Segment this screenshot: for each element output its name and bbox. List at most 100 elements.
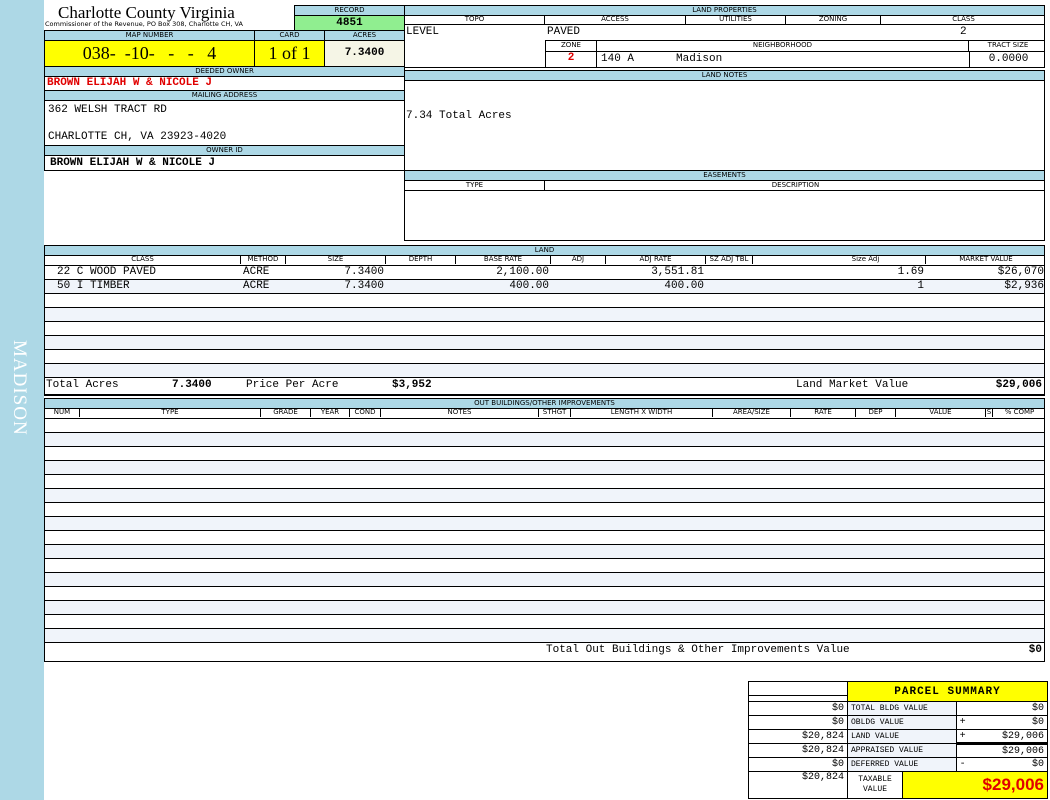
outbuildings-table: NUM TYPE GRADE YEAR COND NOTES STHGT LENGTH X W… (44, 408, 1045, 662)
land-table: CLASS METHOD SIZE DEPTH BASE RATE ADJ ADJ RATE… (44, 255, 1045, 396)
outbuilding-col-header: RATE (791, 408, 856, 417)
land-cell: $26,070 (997, 266, 1044, 278)
land-col-header: SZ ADJ TBL (706, 255, 753, 264)
taxable-label: TAXABLE VALUE (847, 771, 903, 799)
summary-label: TOTAL BLDG VALUE (847, 701, 957, 716)
land-col-header: CLASS (45, 255, 241, 264)
price-per-acre-label: Price Per Acre (246, 379, 339, 391)
neighborhood-label: NEIGHBORHOOD (597, 41, 969, 52)
outbuilding-row (45, 517, 1044, 531)
land-row (45, 364, 1044, 378)
land-cell: 1 (917, 280, 924, 292)
summary-label: OBLDG VALUE (847, 715, 957, 730)
land-title: LAND (44, 245, 1045, 256)
neighborhood-code: 140 A (601, 53, 635, 65)
land-col-header: ADJ (551, 255, 606, 264)
office-address: Commissioner of the Revenue, PO Box 308,… (45, 20, 243, 28)
sidebar: MADISON (0, 0, 44, 800)
summary-value: - $0 (955, 757, 1049, 772)
outbuilding-row (45, 573, 1044, 587)
land-row: 22 C WOOD PAVED ACRE 7.3400 2,100.00 3,551.8… (45, 266, 1044, 280)
easement-description-label: DESCRIPTION (771, 181, 820, 189)
zoning-label: ZONING (786, 15, 881, 24)
land-row (45, 308, 1044, 322)
summary-current-value: $0 (1031, 717, 1044, 728)
land-cell: ACRE (243, 280, 270, 292)
zone-value: 2 (546, 52, 597, 67)
land-col-header: BASE RATE (456, 255, 551, 264)
taxable-value: $29,006 (902, 771, 1048, 799)
land-cell: 3,551.81 (651, 266, 704, 278)
land-market-value-label: Land Market Value (796, 379, 909, 391)
land-cell: 22 C WOOD PAVED (57, 266, 157, 278)
outbuilding-row (45, 461, 1044, 475)
record-number: 4851 (294, 15, 405, 31)
land-col-header: ADJ RATE (606, 255, 706, 264)
outbuildings-title: OUT BUILDINGS/OTHER IMPROVEMENTS (44, 398, 1045, 409)
outbuilding-row (45, 601, 1044, 615)
summary-label: DEFERRED VALUE (847, 757, 957, 772)
land-col-header: SIZE (286, 255, 386, 264)
land-cell: $2,936 (1004, 280, 1044, 292)
access-value: PAVED (547, 26, 581, 38)
outbuilding-row (45, 559, 1044, 573)
topo-value: LEVEL (406, 26, 440, 38)
access-label: ACCESS (545, 15, 686, 24)
land-cell: 2,100.00 (496, 266, 549, 278)
summary-current-value: $0 (1031, 703, 1044, 714)
summary-value: + $29,006 (955, 729, 1049, 744)
summary-value: + $0 (955, 715, 1049, 730)
land-row (45, 322, 1044, 336)
land-col-header: Size Adj (806, 255, 926, 264)
land-col-header: DEPTH (386, 255, 456, 264)
total-acres-value: 7.3400 (172, 379, 212, 391)
summary-operator: + (959, 717, 966, 728)
land-cell: ACRE (243, 266, 270, 278)
parcel-summary-title: PARCEL SUMMARY (847, 681, 1048, 702)
land-col-header: METHOD (241, 255, 286, 264)
class-value: 2 (960, 26, 967, 38)
summary-value: $29,006 (955, 742, 1049, 758)
neighborhood-name: Madison (676, 53, 723, 65)
outbuilding-row (45, 545, 1044, 559)
summary-operator: - (959, 759, 966, 770)
outbuilding-col-header: S (986, 408, 993, 417)
summary-current-value: $29,006 (1001, 730, 1044, 742)
outbuilding-row (45, 629, 1044, 643)
outbuilding-col-header: % COMP (1004, 408, 1035, 416)
outbuilding-col-header: YEAR (311, 408, 350, 417)
outbuilding-col-header: STHGT (539, 408, 571, 417)
easements-table: TYPE DESCRIPTION (404, 180, 1045, 241)
land-cell: 50 I TIMBER (57, 280, 130, 292)
outbuilding-col-header: GRADE (261, 408, 311, 417)
land-cell: 1.69 (897, 266, 924, 278)
class-label: CLASS (952, 15, 975, 23)
land-row (45, 350, 1044, 364)
land-properties-title: LAND PROPERTIES (404, 5, 1045, 16)
easement-type-label: TYPE (405, 181, 545, 190)
outbuildings-total-label: Total Out Buildings & Other Improvements… (546, 644, 850, 656)
summary-prior-value: $20,824 (748, 743, 848, 758)
summary-prior-value: $0 (748, 757, 848, 772)
outbuilding-col-header: NUM (45, 408, 80, 417)
zone-label: ZONE (546, 41, 597, 52)
land-cell: 400.00 (664, 280, 704, 292)
outbuilding-col-header: TYPE (80, 408, 261, 417)
card-number: 1 of 1 (254, 40, 325, 67)
utilities-label: UTILITIES (686, 15, 786, 24)
mailing-address: 362 WELSH TRACT RD CHARLOTTE CH, VA 2392… (44, 100, 405, 146)
land-market-value: $29,006 (995, 379, 1042, 391)
topo-label: TOPO (405, 15, 545, 24)
owner-id: BROWN ELIJAH W & NICOLE J (44, 155, 405, 171)
land-notes: 7.34 Total Acres (404, 80, 1045, 171)
outbuilding-col-header: NOTES (381, 408, 539, 417)
land-row (45, 294, 1044, 308)
outbuilding-col-header: LENGTH X WIDTH (571, 408, 713, 417)
outbuilding-col-header: DEP (856, 408, 896, 417)
summary-prior-value: $20,824 (748, 729, 848, 744)
summary-value: $0 (955, 701, 1049, 716)
summary-label: LAND VALUE (847, 729, 957, 744)
summary-current-value: $0 (1031, 759, 1044, 770)
land-row: 50 I TIMBER ACRE 7.3400 400.00 400.00 1 $2,936 (45, 280, 1044, 294)
acres-value: 7.3400 (324, 40, 405, 67)
